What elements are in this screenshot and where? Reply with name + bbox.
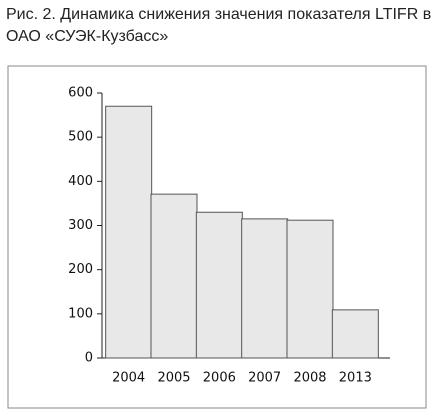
y-tick-label: 300	[68, 218, 93, 233]
chart-title: Рис. 2. Динамика снижения значения показ…	[6, 6, 432, 45]
y-tick-label: 500	[68, 130, 93, 145]
bar	[150, 193, 198, 359]
x-tick-label: 2013	[339, 371, 372, 386]
y-tick-label: 600	[68, 86, 93, 101]
y-tick-label: 100	[68, 306, 93, 321]
bar	[331, 309, 379, 359]
chart-frame	[7, 65, 427, 409]
y-tick-label: 400	[68, 174, 93, 189]
x-tick-label: 2007	[248, 371, 281, 386]
y-tick-label: 200	[68, 262, 93, 277]
x-tick-label: 2008	[293, 371, 326, 386]
x-tick-label: 2006	[203, 371, 236, 386]
bar	[286, 219, 334, 359]
x-tick-label: 2004	[112, 371, 145, 386]
x-tick-label: 2005	[157, 371, 190, 386]
y-tick-label: 0	[85, 351, 93, 366]
bar	[105, 105, 153, 359]
bar	[195, 211, 243, 359]
bar	[241, 218, 289, 359]
